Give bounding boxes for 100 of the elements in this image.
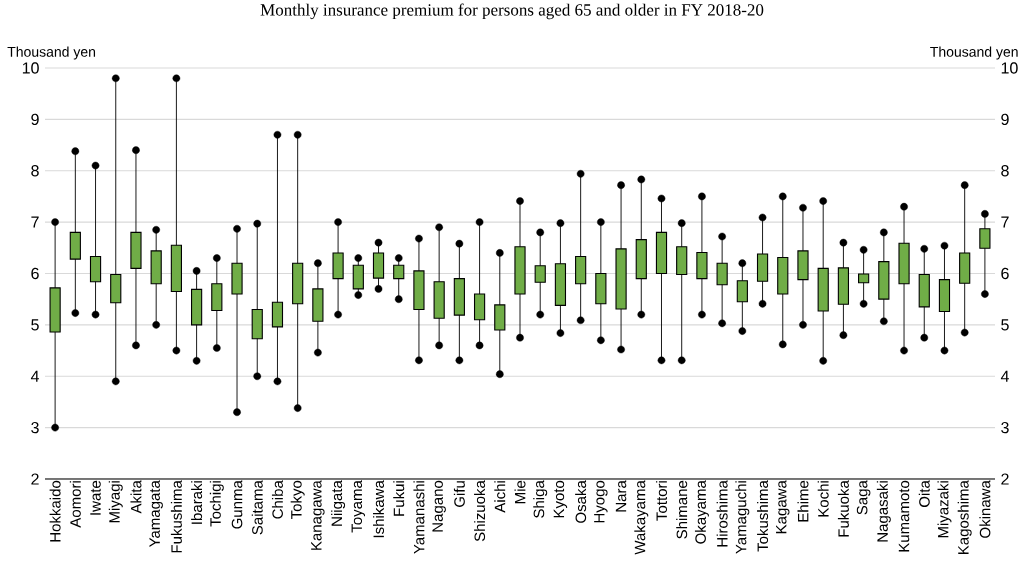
x-tick-label: Aichi	[494, 481, 506, 513]
point	[536, 228, 545, 237]
point	[435, 223, 443, 232]
x-tick-label: Miyazaki	[937, 481, 952, 538]
x-tick-label: Shiga	[533, 480, 548, 518]
x-tick-label: Fukui	[393, 481, 405, 516]
x-tick-label: Nara	[615, 480, 627, 512]
point	[273, 377, 282, 386]
x-tick-label: Saitama	[251, 480, 263, 535]
y-tick-label: 5	[31, 319, 39, 331]
point	[698, 310, 706, 319]
y-axis-title: Thousand yen	[7, 46, 96, 60]
y2-tick-label: 5	[1001, 319, 1009, 331]
point	[71, 309, 80, 317]
x-tick-label: Wakayama	[634, 480, 649, 555]
point	[839, 238, 848, 247]
point	[192, 357, 201, 365]
point	[859, 246, 868, 254]
point	[617, 345, 625, 354]
point	[981, 290, 989, 298]
point	[152, 226, 160, 234]
point	[799, 321, 807, 329]
point	[516, 197, 524, 205]
point	[132, 341, 140, 350]
point	[415, 356, 423, 365]
x-tick-label: Ishikawa	[373, 480, 385, 538]
point	[516, 333, 524, 342]
x-tick-label: Oita	[918, 480, 930, 507]
x-tick-label: Fukuoka	[837, 480, 849, 537]
chart-title: Monthly insurance premium for persons aged 65 and older in FY 2018-20	[260, 3, 764, 20]
x-tick-label: Miyagi	[108, 481, 123, 523]
x-tick-label: Kochi	[817, 481, 829, 517]
point	[778, 192, 787, 201]
point	[900, 202, 908, 211]
x-tick-label: Okayama	[694, 480, 709, 544]
point	[880, 228, 888, 237]
point	[192, 267, 201, 275]
point	[172, 74, 181, 83]
point	[132, 146, 140, 154]
point	[293, 130, 302, 139]
point	[718, 232, 726, 241]
point	[374, 285, 383, 293]
y-tick-label: 9	[31, 113, 39, 126]
y-tick-label: 7	[31, 216, 39, 228]
x-tick-label: Yamagata	[149, 480, 163, 548]
y-tick-label: 6	[31, 267, 39, 280]
x-tick-label: Yamanashi	[413, 481, 425, 554]
point	[51, 423, 59, 432]
point	[495, 249, 504, 257]
point	[213, 344, 221, 352]
point	[960, 328, 969, 337]
point	[314, 348, 322, 357]
point	[597, 336, 605, 345]
point	[374, 238, 383, 247]
point	[495, 370, 504, 378]
point	[354, 254, 363, 262]
y-tick-label: 3	[31, 421, 39, 434]
point	[597, 218, 605, 226]
y2-axis-title: Thousand yen	[930, 46, 1018, 60]
point	[172, 346, 181, 355]
point	[819, 357, 827, 365]
x-tick-label: Kyoto	[553, 480, 568, 518]
point	[51, 218, 59, 226]
point	[556, 219, 565, 227]
point	[940, 346, 949, 355]
point	[253, 219, 262, 228]
point	[960, 181, 969, 189]
y2-tick-label: 9	[1001, 113, 1009, 126]
point	[233, 408, 241, 416]
x-tick-label: Kagawa	[776, 480, 790, 534]
point	[394, 254, 403, 262]
y2-tick-label: 3	[1001, 421, 1009, 434]
point	[415, 234, 423, 243]
point	[273, 130, 282, 139]
x-tick-label: Tottori	[655, 481, 667, 521]
x-tick-label: Saga	[856, 480, 871, 515]
x-tick-label: Nagasaki	[876, 481, 891, 542]
x-tick-label: Aomori	[69, 481, 81, 528]
x-tick-label: Kanagawa	[311, 480, 325, 550]
y2-tick-label: 7	[1001, 216, 1009, 228]
point	[677, 356, 686, 365]
y2-tick-label: 10	[1001, 62, 1018, 74]
point	[576, 170, 585, 178]
point	[354, 291, 363, 299]
point	[859, 300, 868, 308]
x-tick-label: Kumamoto	[898, 480, 910, 552]
point	[91, 310, 100, 319]
point	[839, 331, 848, 339]
point	[617, 181, 625, 189]
x-tick-label: Toyama	[351, 480, 366, 533]
x-tick-label: Tochigi	[209, 481, 224, 527]
point	[778, 340, 787, 349]
x-tick-label: Ibaraki	[191, 481, 203, 524]
x-tick-label: Yamaguchi	[735, 481, 750, 554]
x-tick-label: Akita	[130, 480, 142, 514]
point	[758, 300, 767, 308]
x-tick-label: Gifu	[453, 481, 465, 507]
y2-tick-label: 8	[1001, 165, 1009, 177]
point	[293, 404, 302, 412]
x-tick-label: Shizuoka	[474, 480, 486, 542]
